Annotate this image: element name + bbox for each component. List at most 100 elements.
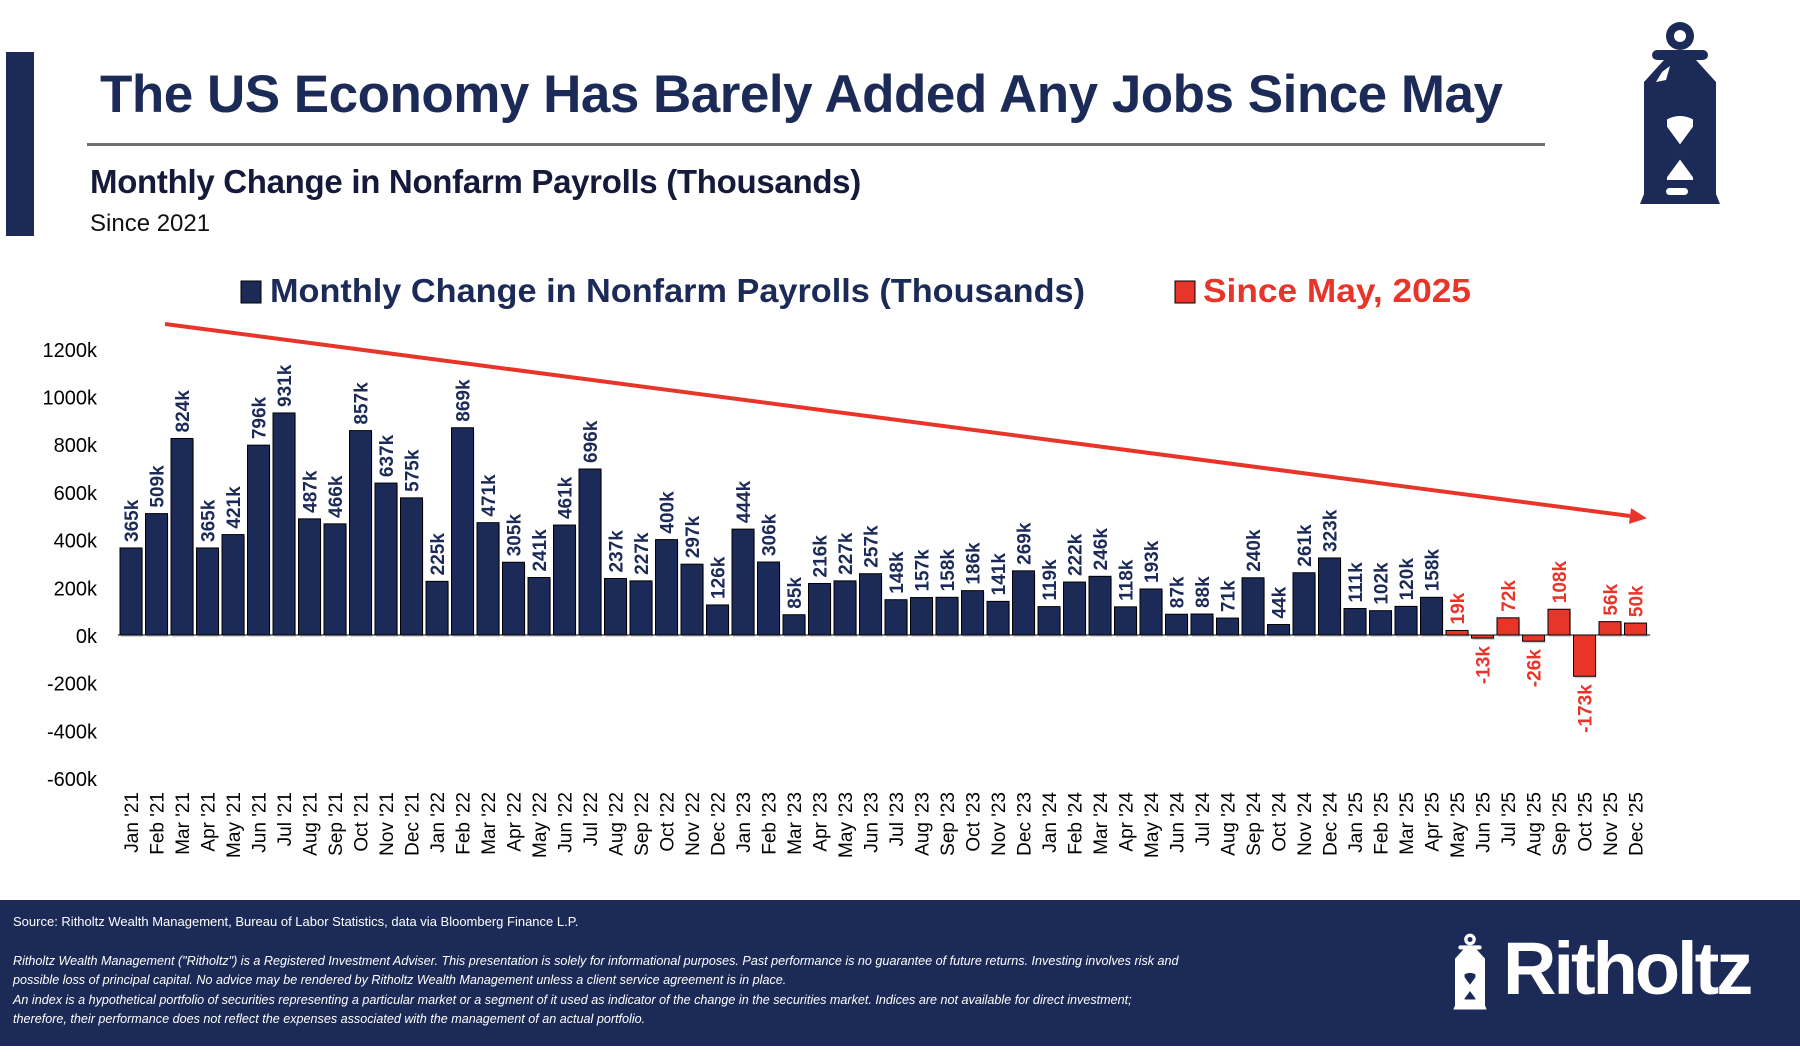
data-label: 50k [1627, 585, 1648, 617]
bar [196, 547, 219, 636]
bar [1190, 613, 1214, 636]
x-tick-label: Dec '23 [1015, 792, 1036, 856]
bar [859, 573, 882, 636]
x-tick-label: Jul '25 [1499, 792, 1520, 846]
bar-since-may [1522, 634, 1545, 642]
bar [272, 412, 296, 636]
x-tick-label: Jul '23 [887, 792, 908, 846]
bar [757, 561, 780, 636]
bar [1063, 581, 1086, 636]
data-label: 257k [862, 525, 883, 568]
data-label: 225k [428, 533, 449, 576]
x-tick-label: Jan '25 [1346, 792, 1367, 853]
x-tick-label: Apr '24 [1117, 792, 1138, 852]
lantern-icon [1453, 933, 1487, 1010]
x-tick-label: Dec '21 [403, 792, 424, 856]
accent-bar [6, 52, 34, 236]
y-tick-label: 400k [54, 531, 98, 553]
y-tick-label: -200k [47, 674, 98, 696]
bar-since-may [1496, 617, 1520, 636]
logo-wordmark: Ritholtz [1503, 927, 1753, 1010]
bar [400, 497, 423, 636]
data-label: 365k [199, 499, 220, 542]
x-tick-label: May '21 [224, 792, 245, 858]
x-tick-label: Jun '21 [250, 792, 271, 853]
x-tick-label: May '25 [1448, 792, 1469, 858]
x-tick-label: Dec '25 [1627, 792, 1648, 856]
legend-label-since-may: Since May, 2025 [1203, 272, 1471, 309]
bar [553, 524, 576, 636]
x-tick-label: Jan '23 [734, 792, 755, 853]
data-label: 323k [1321, 509, 1342, 552]
x-tick-label: Mar '22 [479, 792, 500, 855]
legend-swatch-since-may [1174, 280, 1196, 304]
lantern-icon [1640, 22, 1720, 204]
disclaimer-line: possible loss of principal capital. No a… [13, 973, 787, 988]
bar [527, 577, 551, 636]
data-label: 696k [581, 420, 602, 463]
bar [1216, 617, 1239, 636]
data-label: 246k [1091, 528, 1112, 571]
x-tick-label: Dec '22 [709, 792, 730, 856]
bar [986, 600, 1010, 636]
x-tick-label: Feb '21 [148, 792, 169, 855]
data-label: 44k [1270, 586, 1291, 618]
data-label: 157k [913, 549, 934, 592]
x-tick-label: Feb '25 [1372, 792, 1393, 855]
disclaimer-line: Ritholtz Wealth Management ("Ritholtz") … [13, 954, 1179, 968]
data-label: 261k [1295, 524, 1316, 567]
chart-subtitle: Monthly Change in Nonfarm Payrolls (Thou… [90, 163, 861, 200]
data-label: 466k [326, 475, 347, 518]
x-tick-label: Jan '21 [122, 792, 143, 853]
x-tick-label: Feb '23 [760, 792, 781, 855]
data-label: 421k [224, 486, 245, 529]
disclaimer-line: An index is a hypothetical portfolio of … [13, 992, 1132, 1007]
data-label: 148k [887, 551, 908, 594]
x-tick-label: Sep '24 [1244, 792, 1265, 856]
disclaimer-line: therefore, their performance does not re… [13, 1011, 646, 1026]
x-tick-label: Sep '21 [326, 792, 347, 856]
data-label: 227k [836, 532, 857, 575]
data-label: 87k [1168, 576, 1189, 608]
bar [935, 596, 959, 636]
bar-since-may [1547, 608, 1571, 636]
x-tick-label: Dec '24 [1321, 792, 1342, 856]
x-tick-label: Aug '21 [301, 792, 322, 856]
legend: Monthly Change in Nonfarm Payrolls (Thou… [240, 272, 1471, 309]
x-tick-label: Jan '22 [428, 792, 449, 853]
data-label: 869k [454, 379, 475, 422]
title-divider [87, 143, 1545, 146]
data-label: 637k [377, 434, 398, 477]
data-label: 297k [683, 515, 704, 558]
data-label: 365k [122, 499, 143, 542]
data-label: 88k [1193, 576, 1214, 608]
x-tick-label: Aug '25 [1525, 792, 1546, 856]
data-label: 118k [1117, 559, 1138, 601]
x-tick-label: Mar '24 [1091, 792, 1112, 855]
y-tick-label: -600k [47, 769, 98, 791]
bar [425, 580, 449, 636]
x-tick-label: Nov '21 [377, 792, 398, 856]
data-label: 461k [556, 476, 577, 519]
bar-since-may [1573, 634, 1596, 677]
bar [1318, 557, 1341, 636]
x-tick-label: Apr '22 [505, 792, 526, 852]
bar [655, 539, 678, 636]
x-tick-label: Oct '22 [658, 792, 679, 852]
bar [1420, 596, 1443, 636]
bar [808, 582, 831, 636]
data-label: 305k [505, 514, 526, 557]
y-tick-label: 0k [76, 626, 98, 648]
x-tick-label: Nov '23 [989, 792, 1010, 856]
x-tick-label: Jun '24 [1168, 792, 1189, 853]
data-label: 444k [734, 480, 755, 523]
trend-arrow-head [1628, 508, 1647, 524]
data-label: 222k [1066, 533, 1087, 576]
bar [680, 563, 704, 636]
x-tick-label: Apr '21 [199, 792, 220, 852]
x-tick-label: Jun '25 [1474, 792, 1495, 853]
bar [476, 522, 500, 636]
disclaimer: Ritholtz Wealth Management ("Ritholtz") … [13, 952, 1433, 1029]
data-label: 193k [1142, 540, 1163, 583]
bar [221, 534, 245, 636]
